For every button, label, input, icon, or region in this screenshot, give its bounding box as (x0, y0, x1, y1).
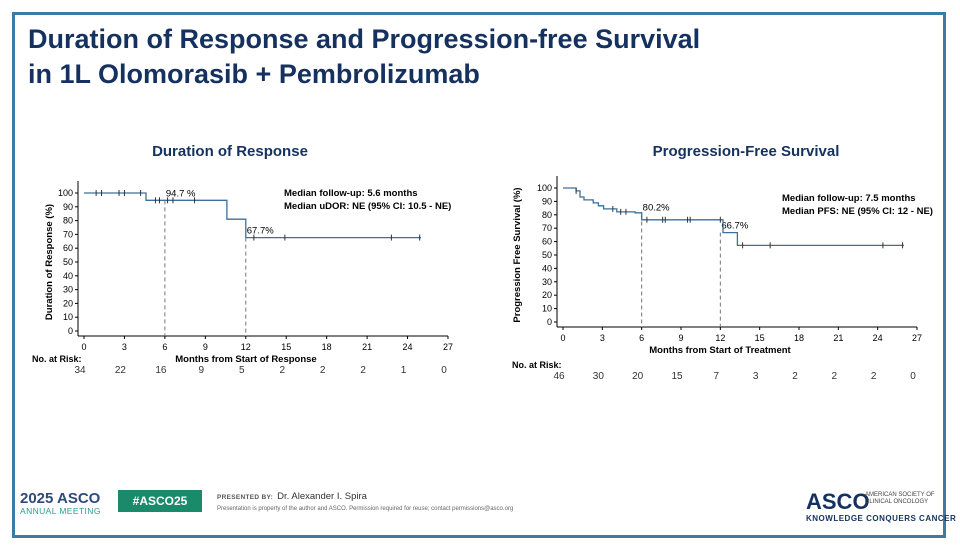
pfs-y-tick-label: 50 (542, 250, 552, 260)
pfs-y-tick-label: 60 (542, 237, 552, 247)
dor-y-tick-label: 30 (63, 285, 73, 295)
pfs-at-risk-value: 2 (871, 371, 877, 382)
dor-y-tick-label: 20 (63, 298, 73, 308)
asco-logo: ASCO (806, 489, 870, 514)
dor-x-tick-label: 24 (403, 342, 413, 352)
pfs-x-tick-label: 21 (833, 333, 843, 343)
dor-x-axis-label: Months from Start of Response (175, 354, 316, 365)
dor-x-tick-label: 0 (81, 342, 86, 352)
pfs-x-tick-label: 15 (755, 333, 765, 343)
dor-y-tick-label: 50 (63, 257, 73, 267)
pfs-at-risk-value: 7 (714, 371, 720, 382)
pfs-x-tick-label: 9 (678, 333, 683, 343)
dor-x-tick-label: 27 (443, 342, 453, 352)
dor-at-risk-value: 2 (279, 365, 285, 376)
dor-km-curve (84, 192, 421, 239)
pfs-at-risk-value: 3 (753, 371, 759, 382)
pfs-x-tick-label: 6 (639, 333, 644, 343)
pfs-x-tick-label: 12 (715, 333, 725, 343)
pfs-y-tick-label: 80 (542, 210, 552, 220)
dor-chart-title: Duration of Response (152, 143, 308, 160)
presented-by: PRESENTED BY: Dr. Alexander I. Spira (217, 491, 367, 502)
pfs-y-tick-label: 100 (537, 183, 552, 193)
dor-y-tick-label: 80 (63, 216, 73, 226)
pfs-x-axis-label: Months from Start of Treatment (649, 345, 791, 356)
pfs-chart-title: Progression-Free Survival (652, 143, 840, 160)
dor-x-tick-label: 21 (362, 342, 372, 352)
pfs-y-tick-label: 70 (542, 223, 552, 233)
dor-x-tick-label: 3 (122, 342, 127, 352)
pfs-y-tick-label: 90 (542, 196, 552, 206)
dor-at-risk-value: 34 (74, 365, 86, 376)
dor-y-tick-label: 100 (58, 188, 73, 198)
pfs-at-risk-label: No. at Risk: (512, 360, 562, 370)
pfs-km-curve (563, 187, 904, 247)
disclaimer: Presentation is property of the author a… (217, 506, 514, 512)
footer-year: 2025 ASCO (20, 490, 101, 507)
dor-at-risk-value: 2 (320, 365, 326, 376)
pfs-x-tick-label: 24 (873, 333, 883, 343)
dor-median-value: Median uDOR: NE (95% CI: 10.5 - NE) (284, 201, 451, 212)
pfs-median-value: Median PFS: NE (95% CI: 12 - NE) (782, 206, 933, 217)
pfs-x-tick-label: 0 (560, 333, 565, 343)
pfs-at-risk-value: 20 (632, 371, 644, 382)
hashtag-badge: #ASCO25 (118, 490, 202, 512)
pfs-at-risk-value: 0 (910, 371, 916, 382)
pfs-at-risk-value: 2 (792, 371, 798, 382)
dor-median-followup: Median follow-up: 5.6 months (284, 188, 418, 199)
dor-x-tick-label: 9 (203, 342, 208, 352)
dor-reference-label: 94.7 % (166, 188, 196, 199)
dor-x-tick-label: 15 (281, 342, 291, 352)
pfs-x-tick-label: 27 (912, 333, 922, 343)
dor-y-tick-label: 90 (63, 202, 73, 212)
pfs-y-tick-label: 40 (542, 263, 552, 273)
pfs-x-tick-label: 3 (600, 333, 605, 343)
pfs-x-tick-label: 18 (794, 333, 804, 343)
dor-y-tick-label: 60 (63, 243, 73, 253)
dor-at-risk-value: 9 (199, 365, 205, 376)
dor-x-tick-label: 6 (162, 342, 167, 352)
footer-annual-meeting: ANNUAL MEETING (20, 506, 101, 516)
dor-x-tick-label: 12 (241, 342, 251, 352)
slide-frame (12, 12, 946, 538)
dor-at-risk-value: 5 (239, 365, 245, 376)
dor-y-tick-label: 0 (68, 326, 73, 336)
pfs-y-tick-label: 20 (542, 290, 552, 300)
pfs-reference-label: 80.2% (643, 203, 670, 214)
title-line-2: in 1L Olomorasib + Pembrolizumab (28, 59, 480, 89)
presented-by-label: PRESENTED BY: (217, 494, 274, 501)
dor-reference-label: 67.7% (247, 226, 274, 237)
pfs-median-followup: Median follow-up: 7.5 months (782, 193, 916, 204)
dor-at-risk-value: 22 (115, 365, 127, 376)
presenter-name: Dr. Alexander I. Spira (277, 491, 367, 502)
dor-at-risk-value: 16 (155, 365, 167, 376)
dor-x-tick-label: 18 (322, 342, 332, 352)
dor-at-risk-value: 2 (360, 365, 366, 376)
pfs-y-tick-label: 30 (542, 277, 552, 287)
dor-y-axis-label: Duration of Response (%) (44, 204, 55, 320)
dor-y-tick-label: 10 (63, 312, 73, 322)
pfs-y-tick-label: 10 (542, 304, 552, 314)
pfs-at-risk-value: 2 (832, 371, 838, 382)
slide-title: Duration of Response and Progression-fre… (28, 22, 700, 92)
dor-at-risk-label: No. at Risk: (32, 354, 82, 364)
pfs-at-risk-value: 46 (553, 371, 565, 382)
pfs-at-risk-value: 30 (593, 371, 605, 382)
dor-y-tick-label: 40 (63, 271, 73, 281)
title-line-1: Duration of Response and Progression-fre… (28, 24, 701, 54)
dor-at-risk-value: 0 (441, 365, 447, 376)
dor-y-tick-label: 70 (63, 229, 73, 239)
society-name: AMERICAN SOCIETY OF CLINICAL ONCOLOGY (865, 492, 935, 505)
pfs-reference-label: 66.7% (721, 221, 748, 232)
pfs-y-tick-label: 0 (547, 317, 552, 327)
asco-tagline: KNOWLEDGE CONQUERS CANCER (806, 514, 957, 523)
pfs-at-risk-value: 15 (671, 371, 683, 382)
pfs-y-axis-label: Progression Free Survival (%) (512, 187, 523, 322)
dor-at-risk-value: 1 (401, 365, 407, 376)
